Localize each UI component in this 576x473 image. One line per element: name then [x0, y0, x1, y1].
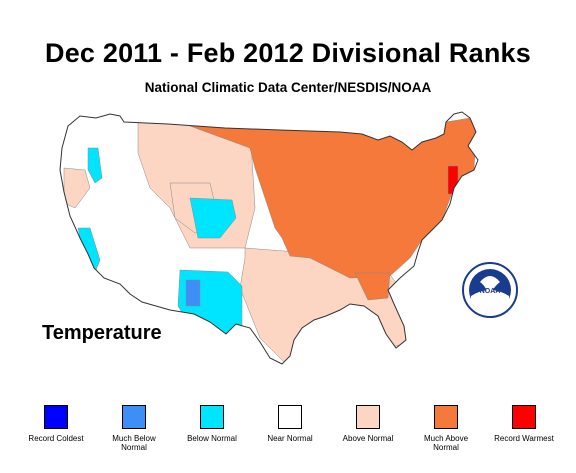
legend-swatch	[278, 405, 302, 429]
legend-label: Above Normal	[342, 434, 394, 443]
legend-label: Near Normal	[267, 434, 313, 443]
legend-label: Record Warmest	[494, 434, 554, 443]
legend-label: Much Below Normal	[112, 434, 156, 452]
legend-label: Below Normal	[187, 434, 237, 443]
us-divisional-map	[59, 111, 479, 365]
below-normal-pacific-coast	[87, 147, 103, 184]
legend-item-much-above-normal: Much Above Normal	[410, 405, 482, 452]
noaa-logo: NOAA	[462, 262, 518, 318]
map-subtitle: National Climatic Data Center/NESDIS/NOA…	[144, 80, 432, 95]
much-above-normal-gulf	[354, 272, 391, 301]
legend-item-above-normal: Above Normal	[332, 405, 404, 443]
noaa-logo-text: NOAA	[480, 288, 501, 295]
map-title: Dec 2011 - Feb 2012 Divisional Ranks	[45, 38, 531, 68]
legend-swatch	[122, 405, 146, 429]
legend-label: Record Coldest	[28, 434, 84, 443]
legend-swatch	[356, 405, 380, 429]
legend-label: Much Above Normal	[423, 434, 469, 452]
record-warmest-new-hampshire	[447, 165, 459, 195]
legend-item-below-normal: Below Normal	[176, 405, 248, 443]
much-below-normal-arizona	[185, 279, 201, 307]
variable-label: Temperature	[42, 322, 162, 344]
legend-item-record-warmest: Record Warmest	[488, 405, 560, 443]
much-above-normal-midwest-east	[189, 117, 477, 279]
legend-swatch	[512, 405, 536, 429]
legend: Record Coldest Much Below Normal Below N…	[20, 405, 560, 471]
legend-swatch	[200, 405, 224, 429]
legend-swatch	[44, 405, 68, 429]
below-normal-colorado	[189, 197, 237, 239]
legend-item-near-normal: Near Normal	[254, 405, 326, 443]
legend-swatch	[434, 405, 458, 429]
legend-item-record-coldest: Record Coldest	[20, 405, 92, 443]
legend-item-much-below-normal: Much Below Normal	[98, 405, 170, 452]
us-outline	[59, 111, 479, 365]
